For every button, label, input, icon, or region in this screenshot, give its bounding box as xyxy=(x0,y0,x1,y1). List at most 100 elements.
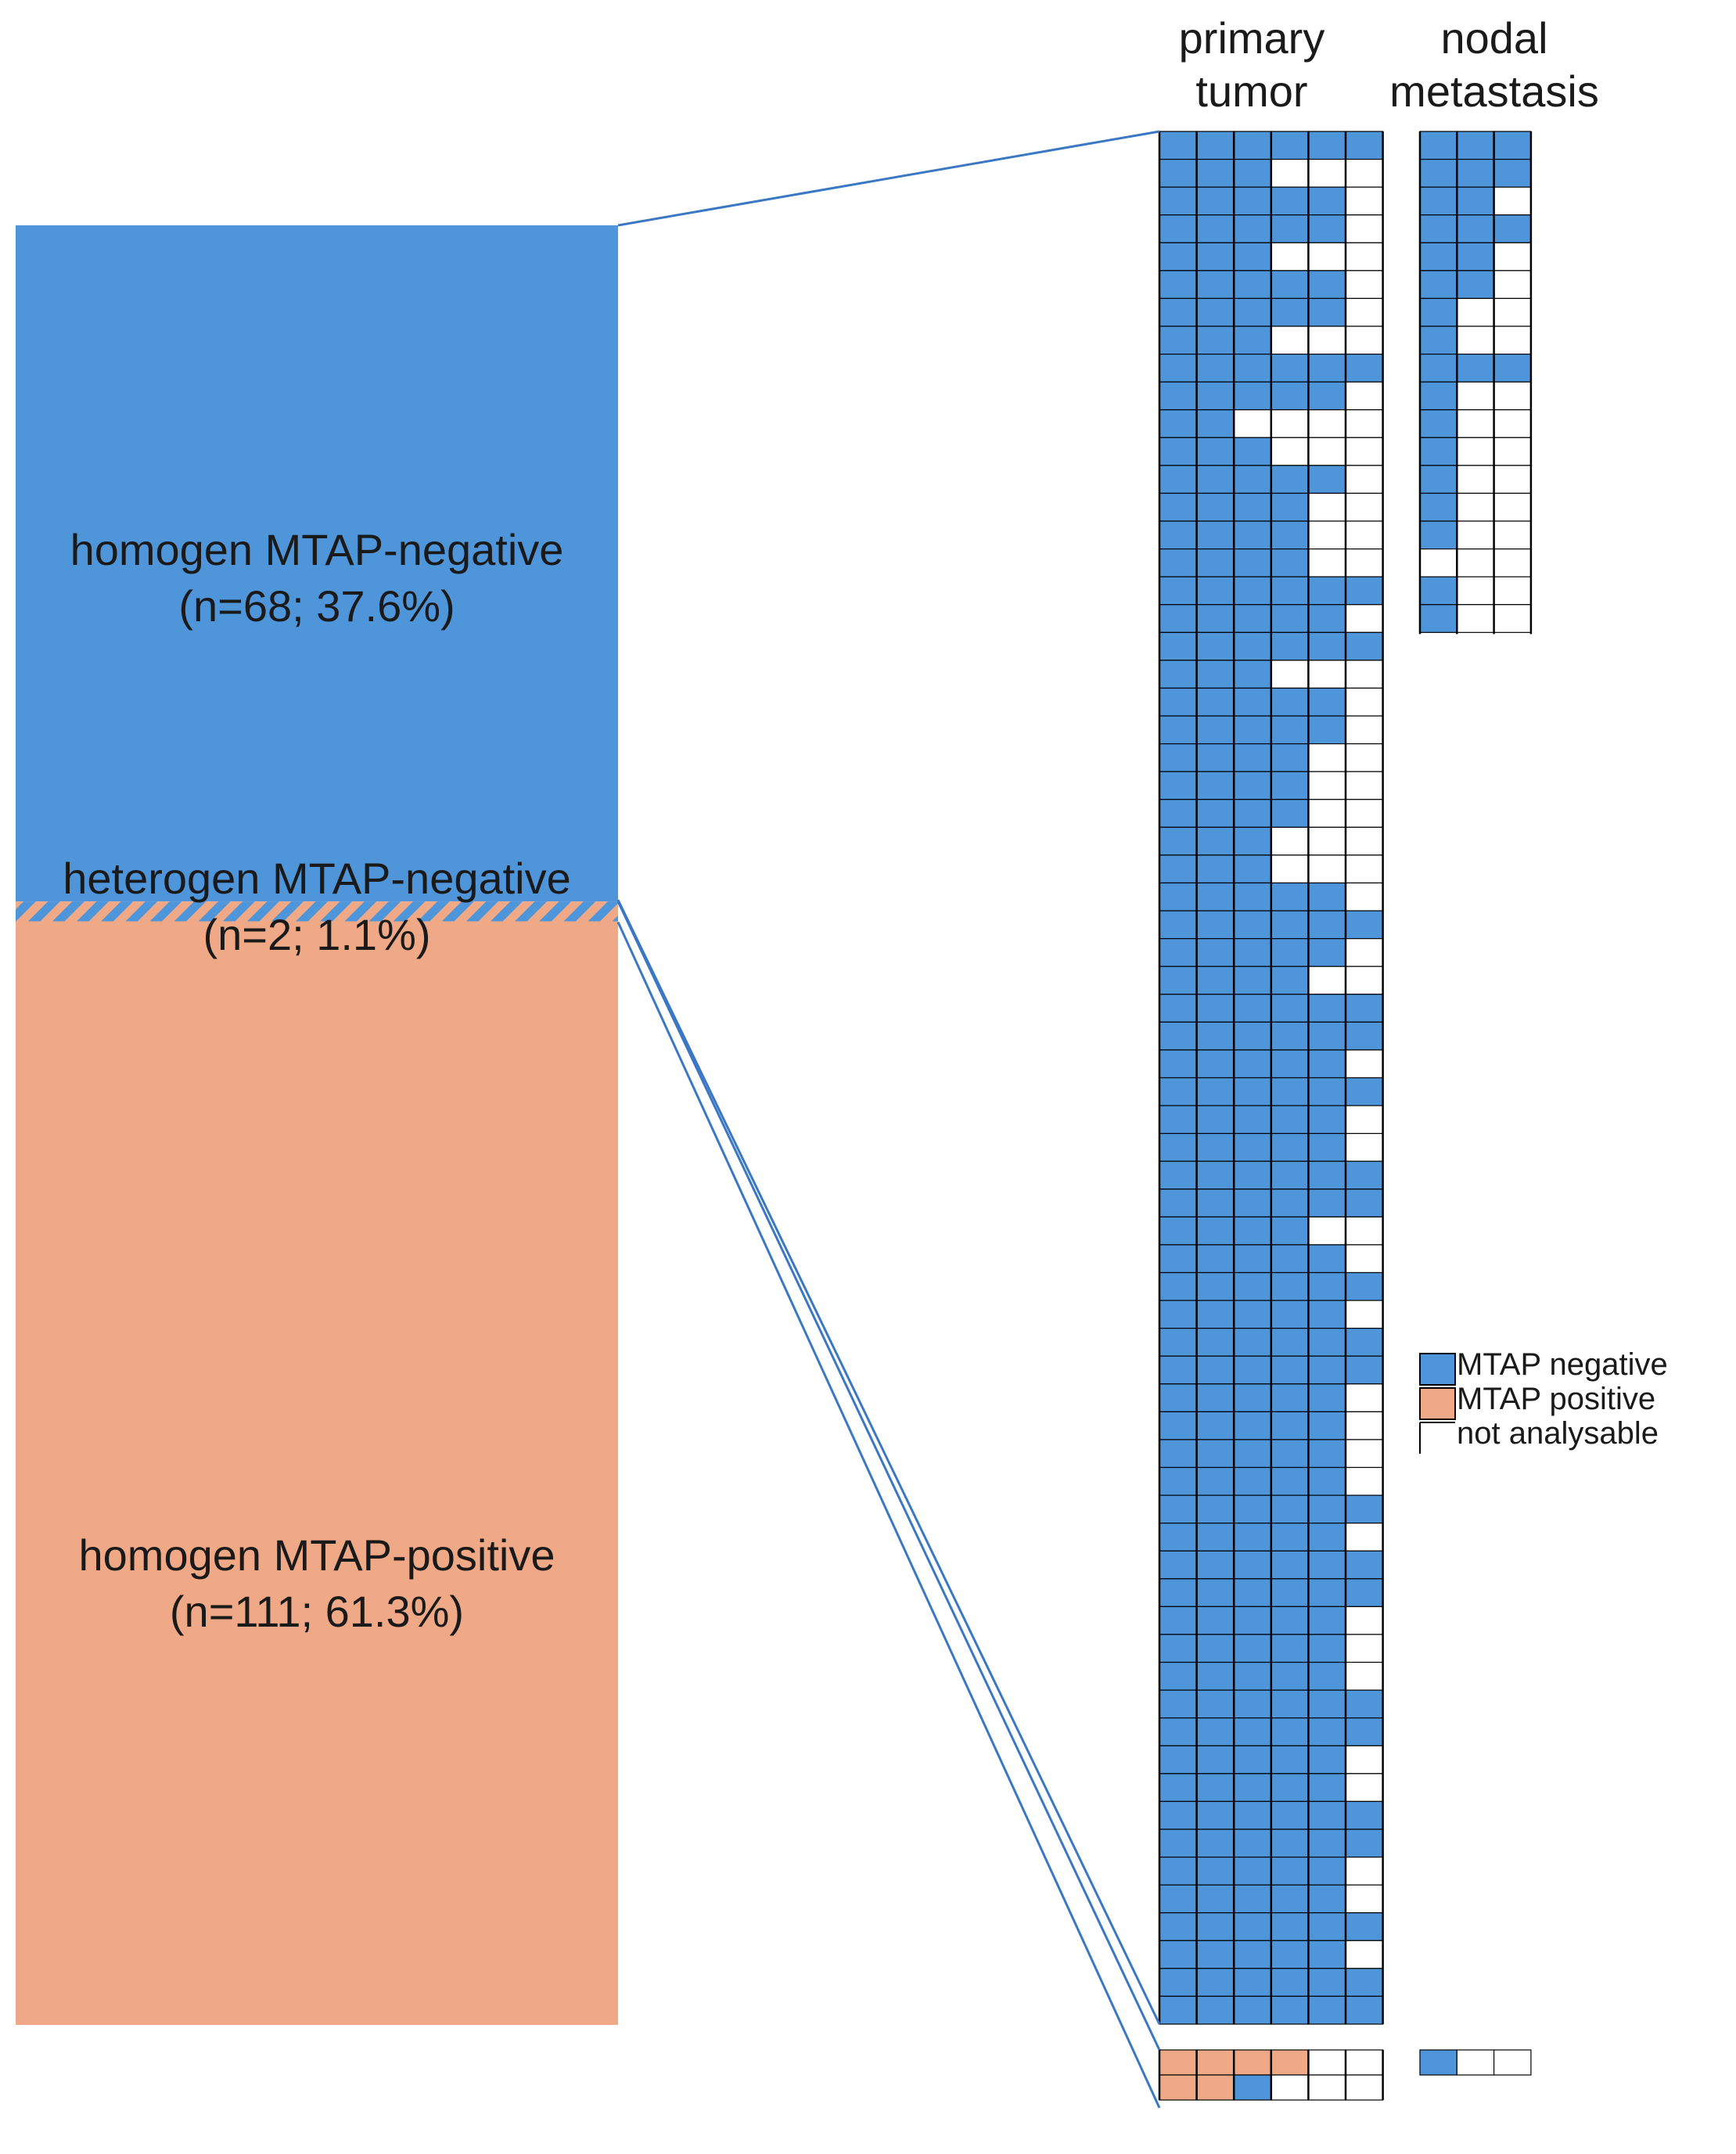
case-primary-cell xyxy=(1307,353,1346,383)
case-primary-cell xyxy=(1271,576,1310,606)
case-nodal-cell xyxy=(1456,214,1495,243)
case-primary-cell xyxy=(1307,1940,1346,1969)
case-primary-cell xyxy=(1233,966,1272,995)
case-primary-cell xyxy=(1271,854,1310,884)
case-primary-cell xyxy=(1233,1244,1272,1274)
case-primary-cell xyxy=(1233,1606,1272,1635)
case-primary-cell xyxy=(1159,548,1198,577)
case-primary-cell xyxy=(1159,1300,1198,1329)
case-primary-cell xyxy=(1345,1717,1384,1746)
het-case-nodal-cell xyxy=(1456,2049,1495,2076)
case-primary-cell xyxy=(1159,437,1198,466)
case-primary-cell xyxy=(1345,186,1384,216)
case-primary-cell xyxy=(1345,910,1384,940)
case-primary-cell xyxy=(1195,297,1235,327)
case-nodal-cell xyxy=(1456,158,1495,188)
case-primary-cell xyxy=(1271,604,1310,633)
case-primary-cell xyxy=(1271,994,1310,1023)
case-primary-cell xyxy=(1345,1800,1384,1830)
case-primary-cell xyxy=(1345,1271,1384,1301)
case-primary-cell xyxy=(1233,1550,1272,1580)
case-primary-cell xyxy=(1233,1383,1272,1412)
case-primary-cell xyxy=(1271,1466,1310,1496)
case-primary-cell xyxy=(1307,409,1346,438)
case-primary-cell xyxy=(1159,270,1198,300)
case-primary-cell xyxy=(1307,1550,1346,1580)
case-primary-cell xyxy=(1345,1328,1384,1357)
case-primary-cell xyxy=(1195,826,1235,856)
case-primary-cell xyxy=(1233,1689,1272,1719)
case-primary-cell xyxy=(1159,938,1198,967)
case-primary-cell xyxy=(1159,994,1198,1023)
case-nodal-cell xyxy=(1419,242,1457,271)
case-primary-cell xyxy=(1159,1745,1198,1775)
case-primary-cell xyxy=(1195,743,1235,772)
case-primary-cell xyxy=(1307,1689,1346,1719)
case-primary-cell xyxy=(1233,1773,1272,1803)
case-nodal-cell xyxy=(1419,604,1457,633)
case-primary-cell xyxy=(1271,771,1310,800)
case-primary-cell xyxy=(1233,576,1272,606)
case-primary-cell xyxy=(1159,1328,1198,1357)
case-primary-cell xyxy=(1159,631,1198,661)
case-primary-cell xyxy=(1195,576,1235,606)
case-primary-cell xyxy=(1345,548,1384,577)
case-nodal-cell xyxy=(1493,242,1532,271)
het-case-primary-cell xyxy=(1159,2049,1198,2076)
case-primary-cell xyxy=(1195,158,1235,188)
case-primary-cell xyxy=(1345,1773,1384,1803)
case-primary-cell xyxy=(1345,799,1384,828)
bar-segment-negative xyxy=(16,225,618,902)
case-primary-cell xyxy=(1233,409,1272,438)
case-nodal-cell xyxy=(1456,270,1495,300)
case-primary-cell xyxy=(1271,1606,1310,1635)
case-primary-cell xyxy=(1233,660,1272,689)
case-primary-cell xyxy=(1233,1661,1272,1691)
case-primary-cell xyxy=(1307,1856,1346,1886)
case-primary-cell xyxy=(1271,1800,1310,1830)
case-primary-cell xyxy=(1159,743,1198,772)
case-primary-cell xyxy=(1271,660,1310,689)
het-case-primary-cell xyxy=(1159,2074,1198,2101)
case-primary-cell xyxy=(1195,1466,1235,1496)
case-primary-cell xyxy=(1307,465,1346,494)
case-primary-cell xyxy=(1233,548,1272,577)
case-primary-cell xyxy=(1195,270,1235,300)
case-nodal-cell xyxy=(1456,297,1495,327)
case-primary-cell xyxy=(1233,1105,1272,1135)
case-primary-cell xyxy=(1233,938,1272,967)
case-primary-cell xyxy=(1271,1021,1310,1051)
case-primary-cell xyxy=(1307,1745,1346,1775)
case-primary-cell xyxy=(1195,465,1235,494)
case-primary-cell xyxy=(1195,1856,1235,1886)
case-primary-cell xyxy=(1307,1383,1346,1412)
case-primary-cell xyxy=(1195,492,1235,522)
case-primary-cell xyxy=(1233,1411,1272,1440)
case-nodal-cell xyxy=(1419,576,1457,606)
case-nodal-cell xyxy=(1456,604,1495,633)
case-primary-cell xyxy=(1159,1912,1198,1941)
case-primary-cell xyxy=(1159,492,1198,522)
case-primary-cell xyxy=(1307,631,1346,661)
case-nodal-cell xyxy=(1419,158,1457,188)
case-primary-cell xyxy=(1233,270,1272,300)
case-primary-cell xyxy=(1195,1328,1235,1357)
case-primary-cell xyxy=(1271,1049,1310,1079)
case-primary-cell xyxy=(1345,966,1384,995)
case-nodal-cell xyxy=(1419,270,1457,300)
case-primary-cell xyxy=(1233,687,1272,717)
case-primary-cell xyxy=(1233,1188,1272,1217)
case-primary-cell xyxy=(1233,826,1272,856)
case-primary-cell xyxy=(1271,1884,1310,1914)
case-primary-cell xyxy=(1345,353,1384,383)
legend-swatch-positive xyxy=(1419,1387,1456,1420)
case-primary-cell xyxy=(1307,994,1346,1023)
case-primary-cell xyxy=(1159,1244,1198,1274)
case-primary-cell xyxy=(1159,1355,1198,1385)
case-nodal-cell xyxy=(1493,158,1532,188)
het-case-primary-cell xyxy=(1233,2049,1272,2076)
case-primary-cell xyxy=(1271,1383,1310,1412)
case-primary-cell xyxy=(1307,743,1346,772)
case-primary-cell xyxy=(1307,1300,1346,1329)
case-primary-cell xyxy=(1159,214,1198,243)
